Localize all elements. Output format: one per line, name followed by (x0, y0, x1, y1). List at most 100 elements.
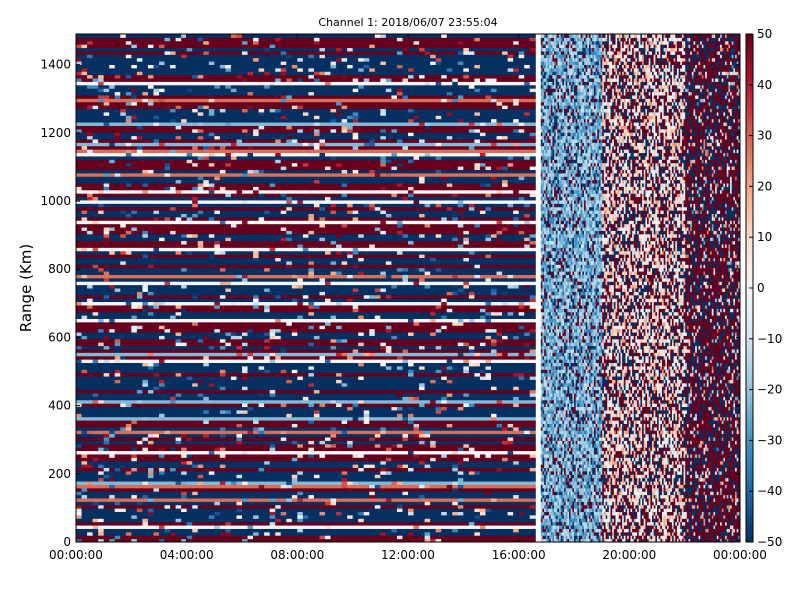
heatmap-cell (341, 494, 348, 499)
heatmap-cell (131, 535, 138, 540)
heatmap-cell (87, 521, 94, 526)
heatmap-cell (253, 494, 260, 499)
heatmap-cell (513, 406, 520, 411)
heatmap-cell (479, 379, 486, 384)
heatmap-cell (114, 447, 121, 452)
heatmap-cell (197, 511, 204, 516)
heatmap-cell (518, 437, 525, 441)
heatmap-cell (380, 535, 387, 540)
heatmap-cell (170, 460, 177, 465)
heatmap-cell (181, 467, 188, 472)
heatmap-cell (236, 433, 243, 438)
heatmap-cell (181, 440, 188, 445)
heatmap-cell (181, 457, 188, 462)
heatmap-cell (424, 396, 431, 401)
heatmap-cell (457, 396, 464, 401)
heatmap-cell (369, 345, 376, 350)
heatmap-cell (380, 338, 387, 343)
heatmap-cell (352, 399, 359, 404)
heatmap-cell (175, 437, 182, 441)
heatmap-cell (391, 508, 398, 513)
heatmap-cell (120, 497, 127, 502)
heatmap-cell (208, 481, 215, 485)
heatmap-cell (269, 416, 276, 421)
heatmap-cell (81, 535, 88, 540)
heatmap-cell (319, 508, 326, 513)
heatmap-cell (153, 376, 160, 380)
heatmap-cell (408, 379, 415, 384)
heatmap-cell (197, 382, 204, 387)
heatmap-cell (159, 396, 166, 401)
heatmap-cell (347, 433, 354, 438)
heatmap-cell (396, 508, 403, 513)
heatmap-cell (286, 392, 293, 397)
heatmap-cell (153, 389, 160, 394)
heatmap-cell (275, 481, 282, 485)
heatmap-cell (175, 457, 182, 462)
heatmap-cell (192, 389, 199, 394)
heatmap-cell (103, 376, 110, 380)
heatmap-cell (269, 369, 276, 374)
heatmap-cell (352, 531, 359, 536)
heatmap-cell (103, 430, 110, 435)
heatmap-cell (325, 528, 332, 533)
heatmap-cell (413, 345, 420, 350)
heatmap-cell (230, 491, 237, 496)
heatmap-cell (352, 369, 359, 374)
heatmap-cell (319, 494, 326, 499)
heatmap-cell (164, 443, 171, 448)
heatmap-cell (441, 430, 448, 435)
heatmap-cell (463, 379, 470, 384)
heatmap-cell (186, 365, 193, 370)
heatmap-cell (363, 338, 370, 343)
heatmap-cell (430, 501, 437, 506)
heatmap-cell (524, 477, 531, 482)
heatmap-cell (181, 521, 188, 526)
heatmap-cell (186, 413, 193, 418)
heatmap-cell (159, 511, 166, 516)
heatmap-cell (208, 508, 215, 513)
heatmap-cell (424, 467, 431, 472)
heatmap-cell (109, 450, 116, 455)
heatmap-cell (524, 514, 531, 519)
heatmap-cell (336, 359, 343, 364)
heatmap-cell (313, 406, 320, 411)
heatmap-cell (496, 525, 503, 529)
heatmap-cell (457, 453, 464, 458)
heatmap-cell (485, 413, 492, 418)
heatmap-cell (258, 420, 265, 424)
heatmap-cell (153, 504, 160, 509)
heatmap-cell (76, 396, 83, 401)
heatmap-cell (125, 369, 132, 374)
heatmap-cell (413, 443, 420, 448)
heatmap-cell (463, 342, 470, 347)
heatmap-cell (413, 518, 420, 523)
heatmap-cell (291, 501, 298, 506)
heatmap-cell (230, 508, 237, 513)
heatmap-cell (247, 355, 254, 360)
heatmap-cell (308, 443, 315, 448)
heatmap-cell (485, 359, 492, 364)
heatmap-cell (358, 535, 365, 540)
heatmap-cell (114, 335, 121, 340)
heatmap-cell (269, 348, 276, 353)
heatmap-cell (336, 352, 343, 357)
heatmap-cell (358, 352, 365, 357)
heatmap-cell (529, 342, 536, 347)
heatmap-cell (435, 379, 442, 384)
heatmap-cell (131, 433, 138, 438)
heatmap-cell (441, 487, 448, 492)
heatmap-cell (208, 406, 215, 411)
heatmap-cell (242, 362, 249, 367)
heatmap-cell (485, 420, 492, 424)
heatmap-cell (125, 535, 132, 540)
heatmap-cell (136, 386, 143, 391)
heatmap-cell (120, 403, 127, 408)
heatmap-cell (98, 345, 105, 350)
heatmap-cell (502, 348, 509, 353)
heatmap-cell (242, 528, 249, 533)
heatmap-cell (236, 376, 243, 380)
heatmap-cell (208, 359, 215, 364)
heatmap-cell (170, 531, 177, 536)
heatmap-cell (396, 464, 403, 468)
